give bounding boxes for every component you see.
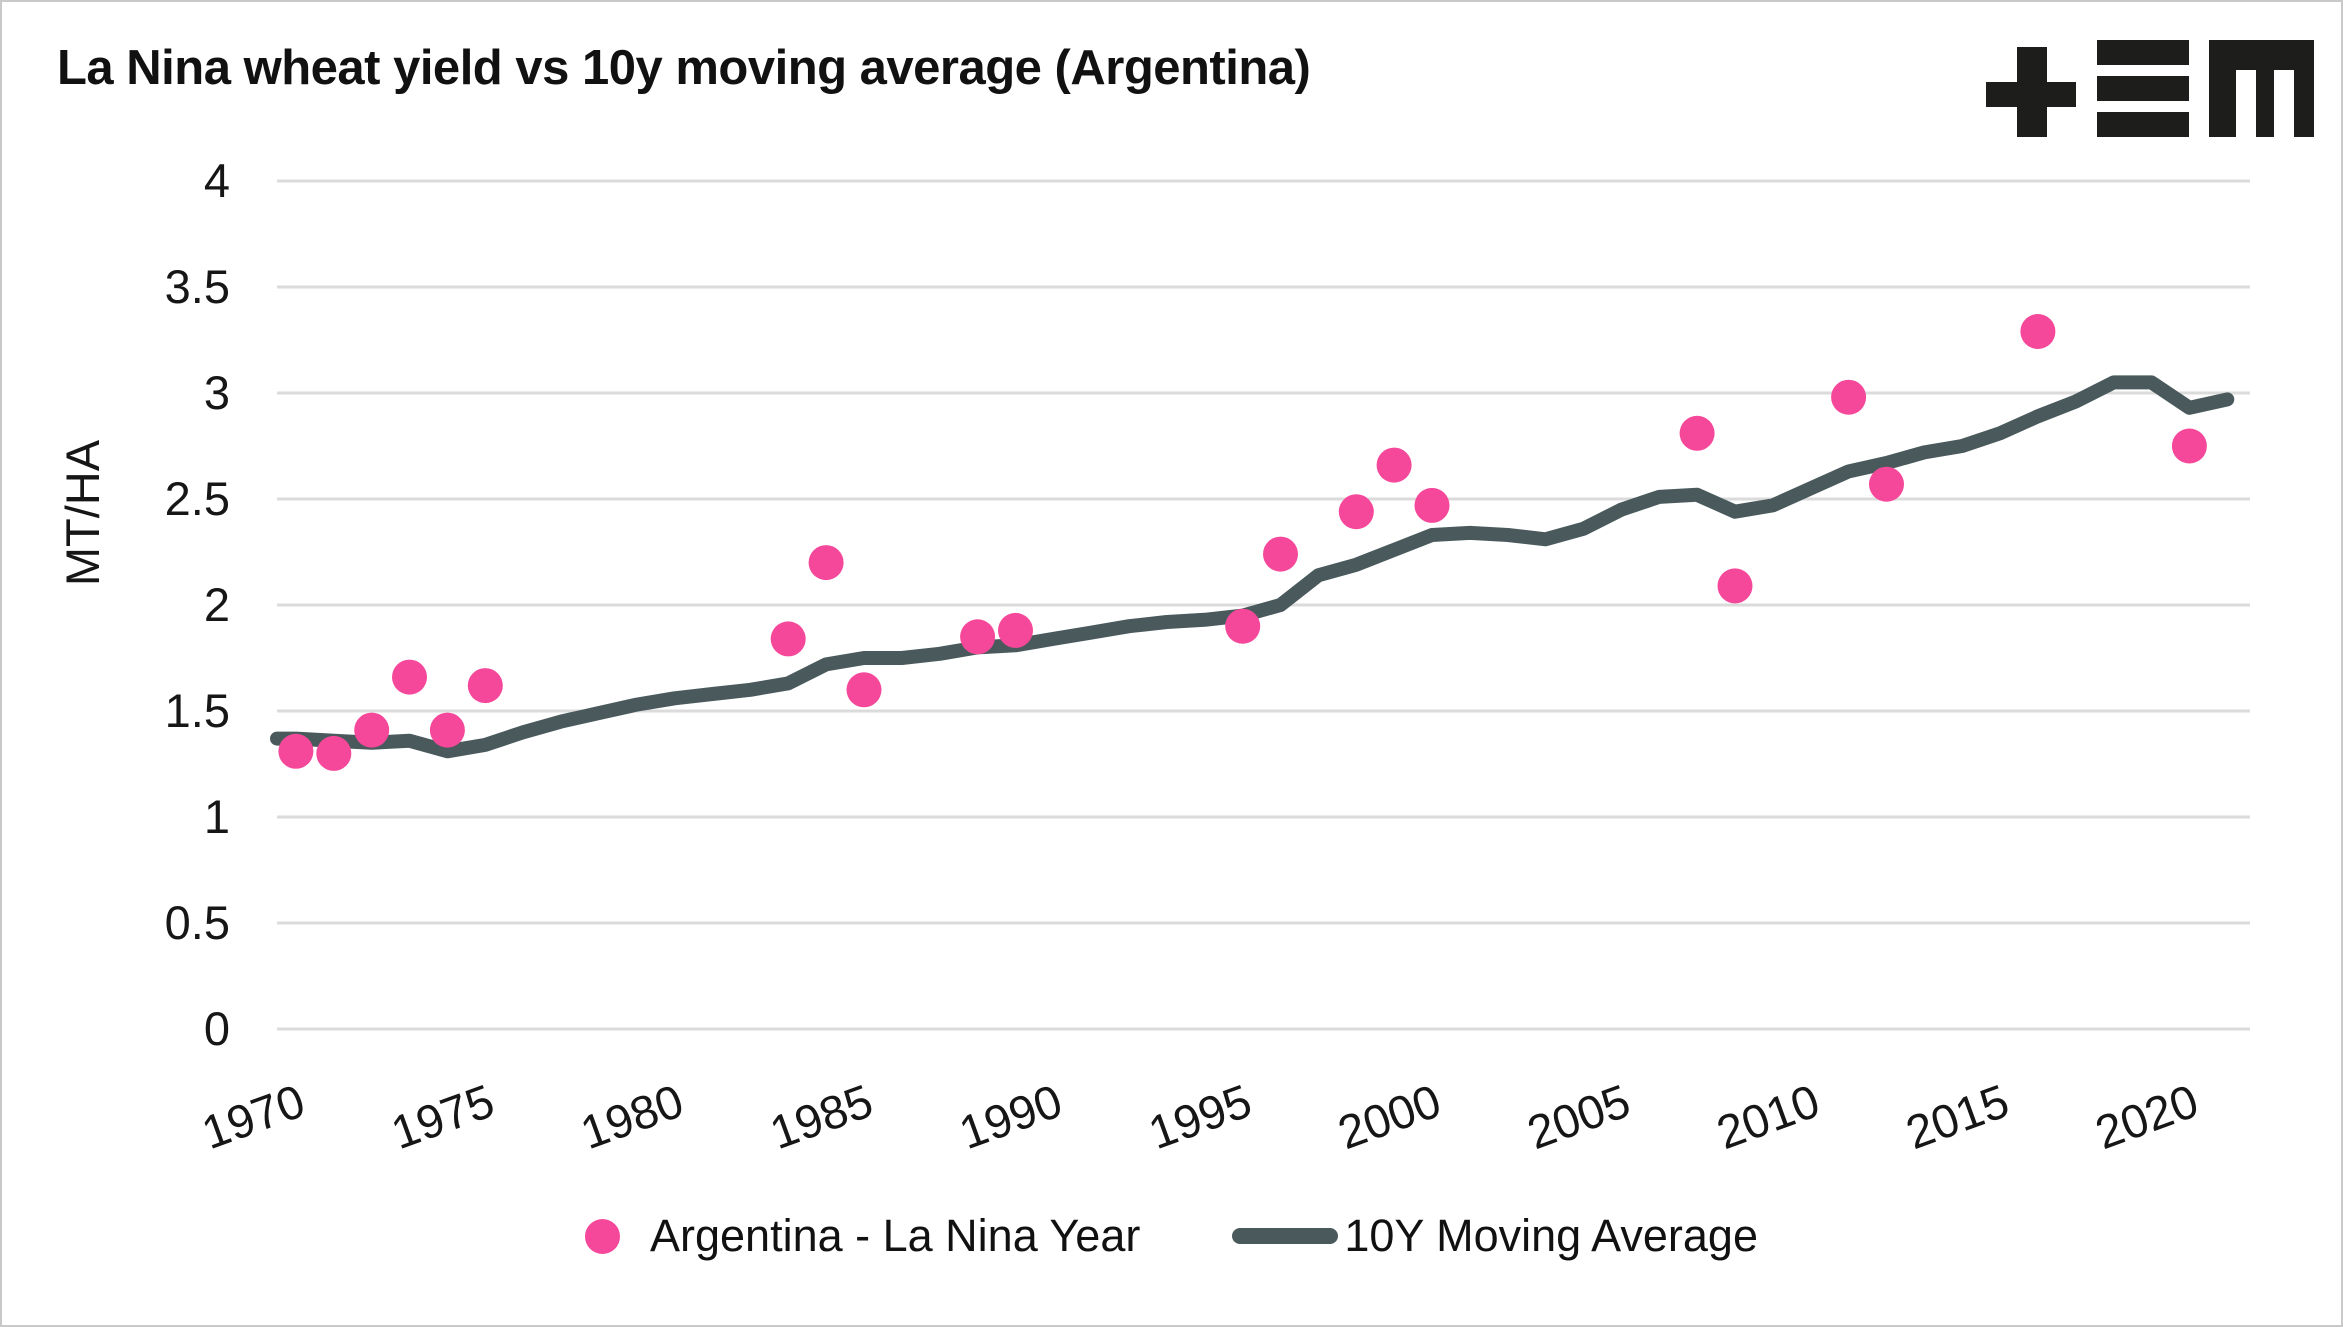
data-point bbox=[2020, 314, 2056, 349]
y-tick-label: 0 bbox=[204, 1002, 230, 1055]
y-tick-label: 0.5 bbox=[165, 896, 230, 949]
x-tick-label: 1990 bbox=[952, 1074, 1068, 1160]
data-point bbox=[467, 668, 503, 704]
line-legend-label: 10Y Moving Average bbox=[1344, 1210, 1758, 1261]
gridlines bbox=[277, 179, 2250, 1031]
x-tick-label: 1985 bbox=[763, 1074, 879, 1160]
data-point bbox=[1831, 379, 1867, 415]
data-point bbox=[846, 672, 882, 708]
x-tick-label: 2015 bbox=[1899, 1074, 2015, 1160]
y-tick-label: 3 bbox=[204, 366, 230, 419]
data-point bbox=[429, 712, 465, 748]
data-point bbox=[770, 621, 806, 657]
x-axis-tick-labels: 1970 1975 1980 1985 1990 1995 2000 2005 2010 2015… bbox=[195, 1074, 2205, 1160]
y-axis-tick-labels: 0 0.5 1 1.5 2 2.5 3 3.5 4 bbox=[165, 154, 230, 1055]
data-point bbox=[1338, 494, 1374, 530]
x-tick-label: 1980 bbox=[574, 1074, 690, 1160]
x-tick-label: 2000 bbox=[1331, 1074, 1447, 1160]
line-legend-marker bbox=[1232, 1228, 1339, 1244]
y-tick-label: 1.5 bbox=[165, 684, 230, 737]
legend: Argentina - La Nina Year 10Y Moving Aver… bbox=[2, 1210, 2341, 1262]
x-tick-label: 2005 bbox=[1520, 1074, 1636, 1160]
logo-triple-bar-icon bbox=[2097, 40, 2189, 137]
data-point bbox=[960, 619, 996, 655]
scatter-legend-marker bbox=[585, 1218, 620, 1254]
data-point bbox=[278, 733, 314, 769]
la-nina-scatter-series bbox=[278, 314, 2207, 771]
data-point bbox=[1263, 536, 1298, 572]
data-point bbox=[1717, 568, 1753, 604]
scatter-legend-label: Argentina - La Nina Year bbox=[650, 1210, 1141, 1261]
data-point bbox=[998, 612, 1033, 648]
data-point bbox=[354, 712, 390, 748]
data-point bbox=[316, 735, 352, 771]
logo-plus-icon bbox=[1986, 47, 2076, 137]
data-point bbox=[1414, 487, 1450, 523]
data-point bbox=[1869, 466, 1904, 502]
legend-item-la-nina: Argentina - La Nina Year bbox=[585, 1210, 1140, 1262]
y-tick-label: 4 bbox=[204, 154, 230, 207]
moving-average-line-series bbox=[270, 375, 2235, 759]
x-tick-label: 2020 bbox=[2088, 1074, 2204, 1160]
moving-average-line bbox=[270, 375, 2235, 759]
y-tick-label: 2.5 bbox=[165, 472, 230, 525]
chart-title: La Nina wheat yield vs 10y moving averag… bbox=[57, 41, 1311, 95]
x-tick-label: 1995 bbox=[1142, 1074, 1258, 1160]
legend-item-moving-average: 10Y Moving Average bbox=[1232, 1210, 1758, 1262]
data-point bbox=[808, 545, 844, 581]
data-point bbox=[1679, 415, 1715, 451]
x-tick-label: 1970 bbox=[195, 1074, 311, 1160]
data-point bbox=[392, 659, 427, 695]
data-point bbox=[1225, 608, 1261, 644]
x-tick-label: 2010 bbox=[1710, 1074, 1826, 1160]
logo-m-icon bbox=[2209, 40, 2314, 137]
y-tick-label: 2 bbox=[204, 578, 230, 631]
data-point bbox=[1376, 447, 1412, 483]
y-tick-label: 3.5 bbox=[165, 260, 230, 313]
tem-logo bbox=[1986, 40, 2314, 137]
y-axis-title: MT/HA bbox=[56, 439, 109, 586]
y-tick-label: 1 bbox=[204, 790, 230, 843]
data-point bbox=[2171, 428, 2207, 464]
x-tick-label: 1975 bbox=[384, 1074, 500, 1160]
